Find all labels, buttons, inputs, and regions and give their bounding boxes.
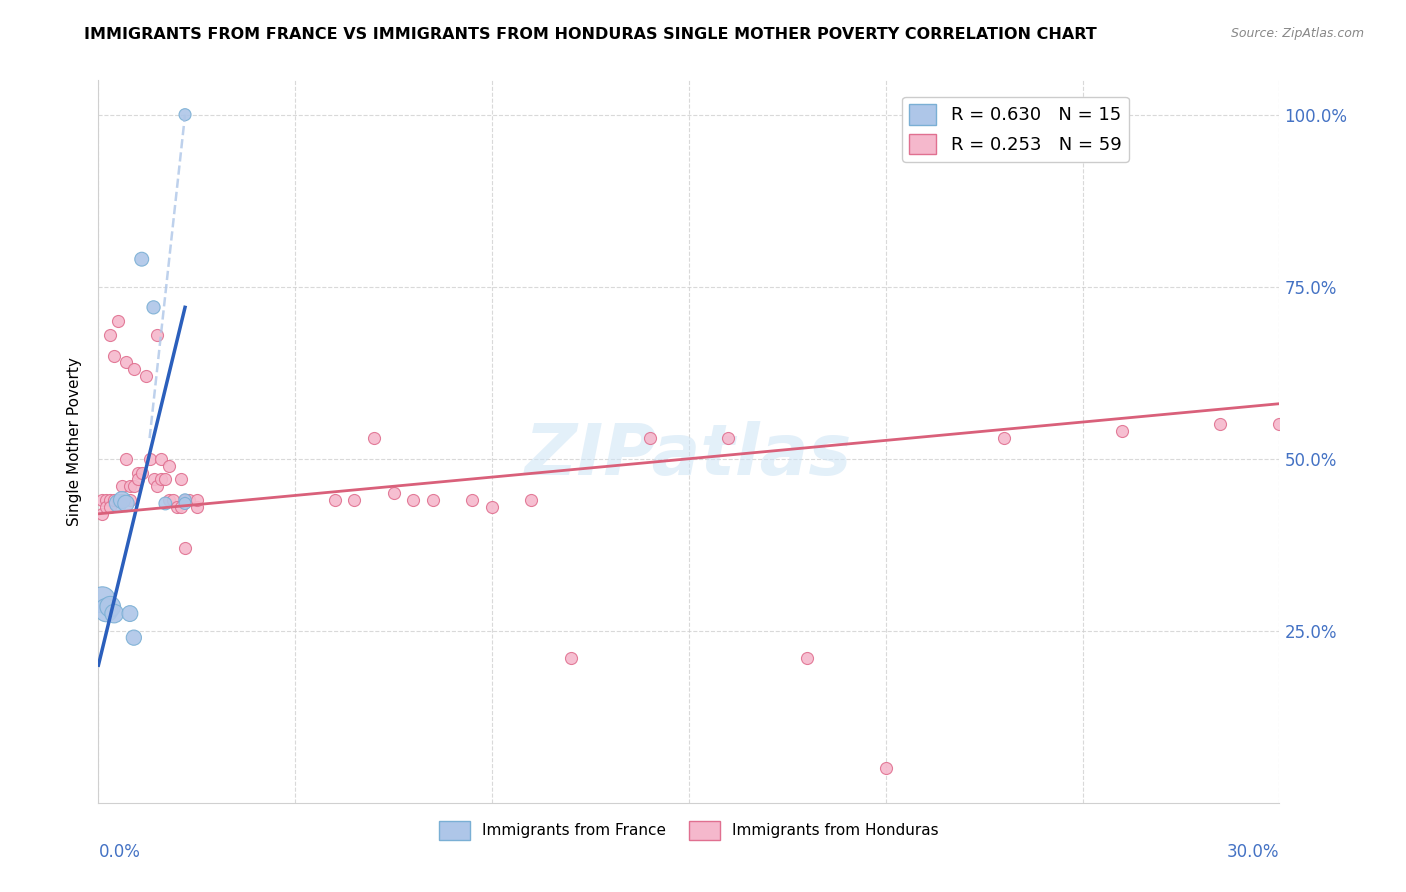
Point — [796, 651, 818, 665]
Point — [142, 301, 165, 315]
Point — [115, 451, 138, 466]
Point — [1268, 417, 1291, 432]
Point — [111, 493, 134, 508]
Point — [343, 493, 366, 508]
Point — [993, 431, 1015, 445]
Point — [174, 493, 197, 508]
Point — [107, 493, 129, 508]
Point — [186, 500, 208, 514]
Point — [98, 500, 121, 514]
Point — [155, 496, 177, 510]
Point — [103, 493, 125, 508]
Point — [127, 472, 149, 486]
Point — [170, 472, 193, 486]
Point — [382, 486, 405, 500]
Point — [174, 108, 197, 122]
Point — [107, 314, 129, 328]
Point — [520, 493, 543, 508]
Point — [157, 493, 180, 508]
Point — [150, 472, 173, 486]
Point — [174, 496, 197, 510]
Point — [170, 500, 193, 514]
Text: IMMIGRANTS FROM FRANCE VS IMMIGRANTS FROM HONDURAS SINGLE MOTHER POVERTY CORRELA: IMMIGRANTS FROM FRANCE VS IMMIGRANTS FRO… — [84, 27, 1097, 42]
Point — [118, 493, 141, 508]
Point — [1111, 424, 1133, 438]
Text: 0.0%: 0.0% — [98, 843, 141, 861]
Point — [91, 507, 114, 521]
Point — [122, 479, 145, 493]
Point — [323, 493, 346, 508]
Point — [174, 541, 197, 556]
Point — [135, 369, 157, 384]
Point — [422, 493, 444, 508]
Point — [560, 651, 582, 665]
Point — [118, 607, 141, 621]
Point — [96, 603, 118, 617]
Point — [186, 493, 208, 508]
Point — [162, 493, 184, 508]
Point — [638, 431, 661, 445]
Point — [127, 466, 149, 480]
Point — [91, 592, 114, 607]
Point — [157, 458, 180, 473]
Point — [96, 500, 118, 514]
Point — [1209, 417, 1232, 432]
Point — [111, 479, 134, 493]
Text: 30.0%: 30.0% — [1227, 843, 1279, 861]
Point — [96, 493, 118, 508]
Point — [150, 451, 173, 466]
Point — [177, 493, 200, 508]
Point — [131, 466, 153, 480]
Point — [122, 362, 145, 376]
Point — [131, 252, 153, 267]
Point — [875, 761, 897, 775]
Text: Source: ZipAtlas.com: Source: ZipAtlas.com — [1230, 27, 1364, 40]
Text: ZIPatlas: ZIPatlas — [526, 422, 852, 491]
Point — [481, 500, 503, 514]
Point — [91, 493, 114, 508]
Point — [111, 493, 134, 508]
Point — [122, 631, 145, 645]
Point — [98, 493, 121, 508]
Point — [98, 599, 121, 614]
Point — [98, 327, 121, 342]
Point — [402, 493, 425, 508]
Point — [717, 431, 740, 445]
Point — [146, 479, 169, 493]
Point — [146, 327, 169, 342]
Point — [461, 493, 484, 508]
Point — [363, 431, 385, 445]
Point — [103, 349, 125, 363]
Point — [115, 355, 138, 369]
Point — [103, 607, 125, 621]
Point — [118, 479, 141, 493]
Point — [115, 496, 138, 510]
Point — [142, 472, 165, 486]
Point — [107, 496, 129, 510]
Point — [166, 500, 188, 514]
Point — [174, 493, 197, 508]
Y-axis label: Single Mother Poverty: Single Mother Poverty — [67, 357, 83, 526]
Point — [155, 472, 177, 486]
Point — [138, 451, 160, 466]
Legend: Immigrants from France, Immigrants from Honduras: Immigrants from France, Immigrants from … — [433, 815, 945, 846]
